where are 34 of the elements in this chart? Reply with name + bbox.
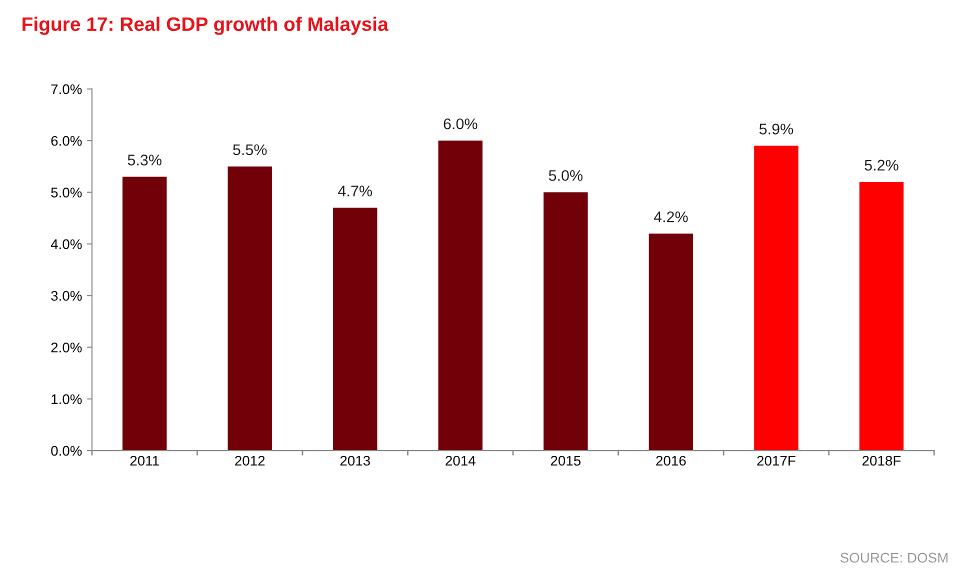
bar	[859, 182, 904, 451]
data-label: 5.9%	[759, 124, 794, 134]
y-tick-label: 1.0%	[52, 394, 82, 404]
y-tick-label: 4.0%	[50, 239, 82, 250]
bar	[122, 176, 167, 451]
data-label: 5.2%	[864, 160, 898, 171]
x-tick-label: 2012	[235, 456, 265, 466]
data-label: 5.5%	[233, 144, 267, 156]
data-label: 4.2%	[654, 211, 688, 222]
bar	[648, 234, 694, 451]
bar	[228, 166, 272, 451]
x-tick-label: 2013	[340, 456, 370, 466]
bar	[544, 192, 588, 451]
y-tick-label: 5.0%	[51, 188, 82, 198]
y-tick-label: 7.0%	[51, 84, 82, 94]
y-tick-label: 2.0%	[51, 342, 82, 352]
x-tick-label: 2016	[656, 456, 686, 466]
bar	[333, 208, 378, 451]
y-tick-label: 3.0%	[51, 290, 82, 301]
bar	[438, 140, 483, 451]
data-label: 4.7%	[338, 186, 372, 196]
x-tick-label: 2018F	[862, 456, 901, 466]
x-tick-label: 2014	[446, 456, 476, 466]
x-tick-label: 2015	[550, 456, 581, 466]
y-tick-label: 0.0%	[51, 446, 82, 456]
x-tick-label: 2011	[130, 456, 159, 466]
x-tick-label: 2017F	[757, 456, 796, 466]
data-label: 5.3%	[128, 154, 162, 166]
data-label: 6.0%	[444, 118, 478, 130]
bar	[754, 146, 798, 451]
source-note: SOURCE: DOSM	[840, 552, 948, 563]
chart-title: Figure 17: Real GDP growth of Malaysia	[22, 16, 388, 35]
data-label: 5.0%	[548, 170, 583, 181]
y-tick-label: 6.0%	[51, 136, 82, 146]
